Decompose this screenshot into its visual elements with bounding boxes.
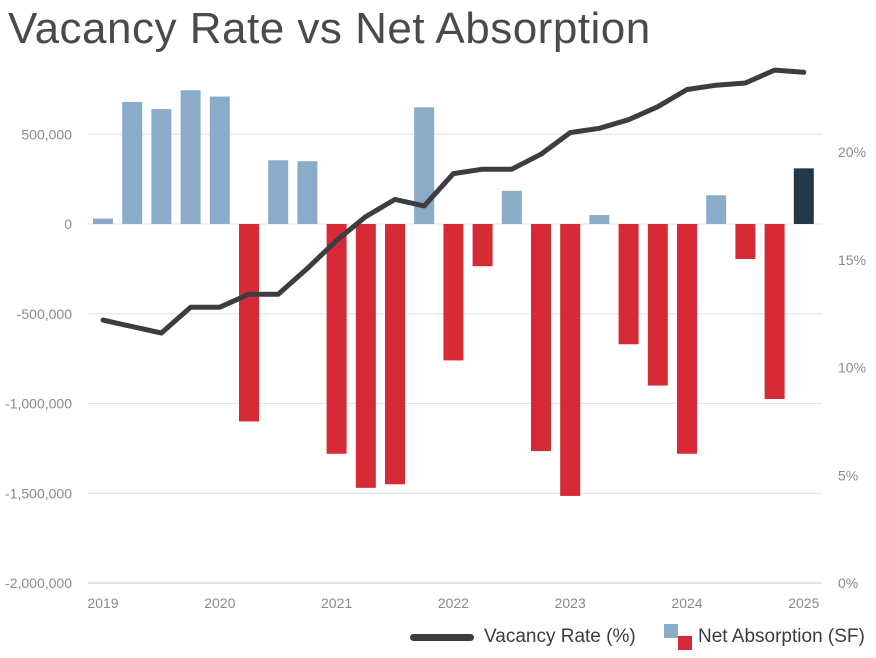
y-left-tick-label: 500,000 xyxy=(21,126,72,142)
absorption-bar xyxy=(355,224,376,488)
vacancy-line-layer xyxy=(100,67,807,336)
y-right-tick-label: 5% xyxy=(838,467,858,483)
absorption-bar xyxy=(793,168,814,224)
absorption-bars xyxy=(93,90,814,496)
absorption-bar xyxy=(297,161,318,224)
y-right-tick-label: 15% xyxy=(838,252,866,268)
y-right-tick-label: 0% xyxy=(838,575,858,591)
x-tick-label: 2019 xyxy=(87,595,118,611)
x-tick-label: 2021 xyxy=(321,595,352,611)
absorption-bar xyxy=(209,96,230,224)
y-left-tick-label: -1,000,000 xyxy=(5,396,72,412)
legend-vacancy-label: Vacancy Rate (%) xyxy=(484,626,636,647)
y-left-tick-label: -500,000 xyxy=(17,306,72,322)
absorption-bar xyxy=(122,101,143,224)
absorption-bar xyxy=(180,90,201,225)
absorption-bar xyxy=(531,224,551,452)
absorption-bar xyxy=(764,224,785,400)
y-right-tick-label: 10% xyxy=(838,360,866,376)
absorption-bar xyxy=(501,190,522,224)
legend-absorption-label: Net Absorption (SF) xyxy=(698,626,865,647)
y-left-tick-label: -2,000,000 xyxy=(5,575,72,591)
chart-title: Vacancy Rate vs Net Absorption xyxy=(8,4,651,53)
x-tick-label: 2023 xyxy=(555,595,586,611)
x-tick-label: 2020 xyxy=(204,595,235,611)
absorption-bar xyxy=(414,107,435,224)
absorption-bar xyxy=(735,224,756,260)
absorption-bar xyxy=(93,218,113,224)
absorption-bar xyxy=(560,224,581,496)
y-left-tick-label: 0 xyxy=(64,216,72,232)
absorption-bar xyxy=(443,224,464,361)
absorption-bar xyxy=(326,224,347,454)
absorption-bar xyxy=(589,215,610,224)
legend-vacancy: Vacancy Rate (%) xyxy=(410,624,636,650)
absorption-bar xyxy=(647,224,668,386)
tick-labels: 500,000 0 -500,000 -1,000,000 -1,500,000 -2,0… xyxy=(5,126,866,611)
x-tick-label: 2022 xyxy=(438,595,469,611)
legend-line-swatch xyxy=(410,633,474,641)
x-tick-label: 2024 xyxy=(671,595,702,611)
absorption-bar xyxy=(151,109,172,224)
y-right-tick-label: 20% xyxy=(838,144,866,160)
absorption-bar xyxy=(677,224,697,454)
legend-absorption: Net Absorption (SF) xyxy=(662,624,865,650)
absorption-bar xyxy=(618,224,639,345)
absorption-bar xyxy=(268,160,289,224)
absorption-bar xyxy=(472,224,493,267)
absorption-bar xyxy=(385,224,405,485)
legend-bar-swatch xyxy=(662,624,692,650)
x-tick-label: 2025 xyxy=(788,595,819,611)
absorption-bar xyxy=(239,224,259,422)
y-left-tick-label: -1,500,000 xyxy=(5,485,72,501)
absorption-bar xyxy=(706,195,727,224)
vacancy-rate-line xyxy=(100,67,807,336)
